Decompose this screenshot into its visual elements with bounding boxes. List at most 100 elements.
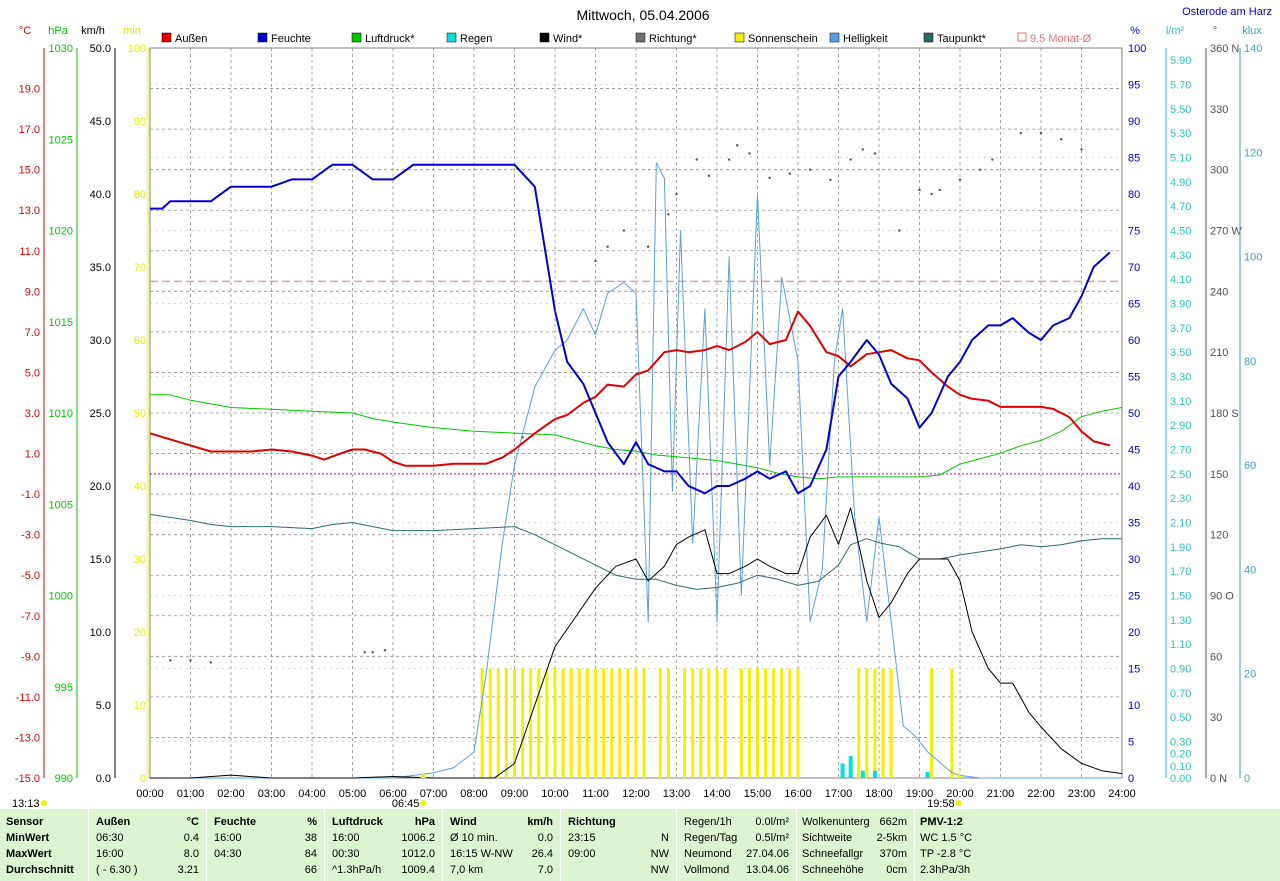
series-lines [149, 162, 1123, 779]
tick-label-humidity: 55 [1128, 372, 1140, 384]
sunshine-bar [577, 668, 581, 778]
legend-label: Außen [175, 33, 207, 45]
footer-row-label: Durchschnitt [6, 864, 74, 876]
legend-swatch [923, 32, 934, 43]
tick-label-lux: 0 [1244, 773, 1250, 785]
sunshine-bar [537, 668, 541, 778]
tick-label-pressure: 1020 [49, 226, 73, 238]
direction-point [748, 152, 751, 155]
tick-label-time: 17:00 [825, 788, 853, 800]
tick-label-lux: 80 [1244, 356, 1256, 368]
direction-point [768, 176, 771, 179]
tick-label-time: 00:00 [136, 788, 164, 800]
footer-feuchte-title: Feuchte [214, 816, 257, 828]
sunshine-bar [585, 668, 589, 778]
direction-point [521, 436, 524, 439]
footer-wolken-label: Sichtweite [802, 832, 853, 844]
footer-luftdruck-time: 00:30 [332, 848, 360, 860]
sun-icon [41, 800, 47, 806]
sunshine-bar [496, 668, 500, 778]
reference-lines [150, 280, 1122, 475]
direction-point [383, 649, 387, 652]
footer-wind-value: 0.0 [537, 832, 553, 844]
axis-unit-pressure: hPa [48, 25, 68, 37]
direction-point [707, 174, 711, 177]
footer-wind-value: 26.4 [531, 848, 553, 860]
sunshine-bar [642, 668, 646, 778]
tick-label-time: 24:00 [1108, 788, 1136, 800]
tick-label-rain: 5.30 [1170, 128, 1191, 140]
tick-label-direction: 360 N [1210, 43, 1239, 55]
tick-label-wind: 20.0 [90, 481, 111, 493]
sunshine-bar [889, 668, 893, 778]
sunset-marker [955, 772, 962, 778]
tick-label-humidity: 20 [1128, 627, 1140, 639]
tick-label-sun: 40 [134, 481, 146, 493]
tick-label-humidity: 70 [1128, 262, 1140, 274]
footer-aussen-time: 16:00 [96, 848, 124, 860]
tick-label-time: 16:00 [784, 788, 812, 800]
tick-label-pressure: 1010 [49, 408, 73, 420]
tick-label-temp: -7.0 [21, 611, 40, 623]
direction-point [898, 229, 901, 232]
tick-label-time: 22:00 [1027, 788, 1055, 800]
tick-label-temp: 19.0 [19, 84, 40, 96]
sunshine-bar [873, 668, 877, 778]
direction-point [930, 192, 933, 196]
direction-point [646, 245, 650, 248]
footer-regen-label: Regen/1h [684, 816, 732, 828]
sunshine-bar [610, 668, 614, 778]
direction-point [873, 152, 877, 155]
tick-label-temp: 3.0 [25, 408, 40, 420]
series-line-helligkeit [150, 162, 1122, 779]
tick-label-time: 23:00 [1068, 788, 1096, 800]
footer-regen-value: 0.5l/m² [755, 832, 789, 844]
footer-richtung-value: NW [650, 864, 669, 876]
tick-label-time: 03:00 [258, 788, 286, 800]
direction-point [695, 158, 698, 161]
direction-point [808, 168, 812, 171]
sunshine-bar [545, 668, 549, 778]
legend-swatch [446, 32, 457, 43]
tick-label-direction: 240 [1210, 286, 1228, 298]
footer-feuchte-value: 66 [304, 864, 317, 876]
sunshine-bar [747, 668, 751, 778]
series-line-außen [149, 310, 1111, 467]
footer-wolken-value: 370m [879, 848, 907, 860]
tick-label-rain: 1.90 [1170, 542, 1191, 554]
sunshine-bar [658, 668, 662, 778]
sunshine-bar [691, 668, 695, 778]
sunset-icon [955, 800, 962, 806]
direction-point [849, 158, 852, 161]
axis-unit-lux: klux [1242, 25, 1262, 37]
tick-label-humidity: 25 [1128, 591, 1140, 603]
footer-wind-time: 16:15 W-NW [450, 848, 513, 860]
legend-label: Regen [460, 33, 492, 45]
tick-label-temp: -3.0 [21, 530, 40, 542]
sunshine-bar [683, 668, 687, 778]
footer-wind-time: Ø 10 min. [450, 832, 498, 844]
tick-label-temp: 17.0 [19, 124, 40, 136]
separator [560, 809, 561, 881]
axes: 19.0 17.0 15.0 13.0 11.0 9.0 7.0 5.0 3.0 1.0 -1.0 -… [12, 25, 1262, 809]
tick-label-direction: 0 N [1210, 773, 1227, 785]
tick-label-time: 19:00 [906, 788, 934, 800]
sunshine-bar [881, 668, 885, 778]
tick-label-rain: 4.90 [1170, 177, 1191, 189]
tick-label-rain: 3.70 [1170, 323, 1191, 335]
tick-label-direction: 90 O [1210, 591, 1234, 603]
axis-unit-sun: min [123, 25, 141, 37]
tick-label-temp: 9.0 [25, 286, 40, 298]
legend-swatch [635, 32, 646, 43]
tick-label-wind: 45.0 [90, 116, 111, 128]
tick-label-lux: 120 [1244, 147, 1262, 159]
footer-wind-value: 7.0 [537, 864, 553, 876]
tick-label-time: 05:00 [339, 788, 367, 800]
tick-label-sun: 100 [128, 43, 146, 55]
tick-label-sun: 90 [134, 116, 146, 128]
tick-label-time: 13:00 [663, 788, 691, 800]
tick-label-humidity: 5 [1128, 737, 1134, 749]
tick-label-lux: 60 [1244, 460, 1256, 472]
sunshine-bar [772, 668, 776, 778]
axis-unit-humidity: % [1130, 25, 1140, 37]
